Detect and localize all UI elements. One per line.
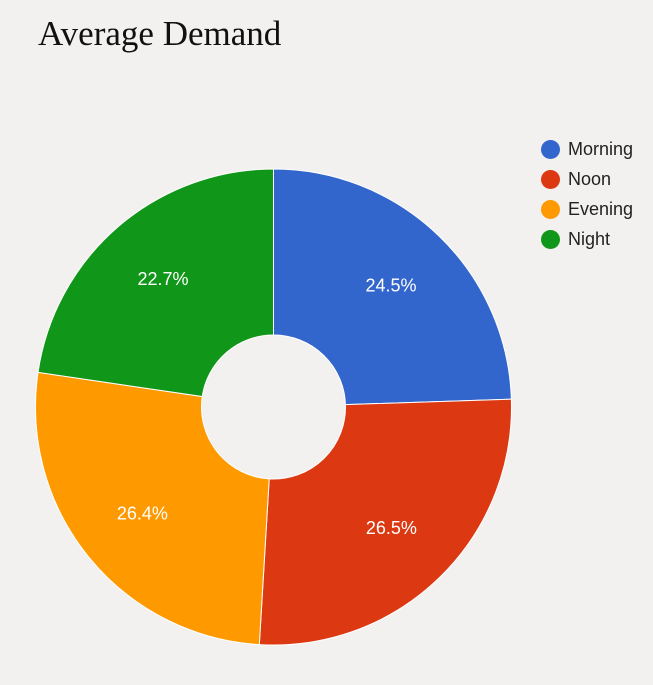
chart-legend: Morning Noon Evening Night bbox=[541, 134, 633, 254]
legend-swatch-noon bbox=[541, 169, 560, 189]
legend-swatch-morning bbox=[541, 139, 560, 159]
pie-slice-noon[interactable] bbox=[258, 398, 512, 646]
pie-slice-evening[interactable] bbox=[35, 371, 270, 646]
legend-label-noon: Noon bbox=[568, 168, 612, 189]
data-label-night: 22.7% bbox=[138, 269, 189, 289]
data-label-evening: 26.4% bbox=[117, 504, 168, 524]
slices-layer bbox=[35, 168, 512, 646]
slice-labels-layer: 24.5% 26.5% 26.4% 22.7% bbox=[117, 269, 417, 538]
legend-label-night: Night bbox=[568, 228, 611, 249]
legend-item-morning[interactable]: Morning bbox=[541, 134, 633, 164]
legend-label-evening: Evening bbox=[568, 198, 634, 219]
chart-title: Average Demand bbox=[38, 14, 282, 53]
legend-label-morning: Morning bbox=[568, 138, 634, 159]
legend-swatch-evening bbox=[541, 199, 560, 219]
pie-slice-morning[interactable] bbox=[273, 168, 512, 406]
legend-swatch-night bbox=[541, 229, 560, 249]
legend-item-noon[interactable]: Noon bbox=[541, 164, 633, 194]
pie-slice-night[interactable] bbox=[37, 168, 274, 398]
data-label-morning: 24.5% bbox=[365, 276, 416, 296]
legend-item-evening[interactable]: Evening bbox=[541, 194, 633, 224]
legend-item-night[interactable]: Night bbox=[541, 224, 633, 254]
data-label-noon: 26.5% bbox=[366, 518, 417, 538]
